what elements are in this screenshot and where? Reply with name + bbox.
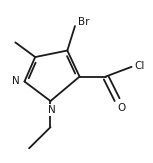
Text: Br: Br bbox=[78, 17, 89, 27]
Text: O: O bbox=[118, 103, 126, 113]
Text: N: N bbox=[12, 76, 20, 87]
Text: Cl: Cl bbox=[135, 61, 145, 71]
Text: N: N bbox=[48, 105, 56, 115]
